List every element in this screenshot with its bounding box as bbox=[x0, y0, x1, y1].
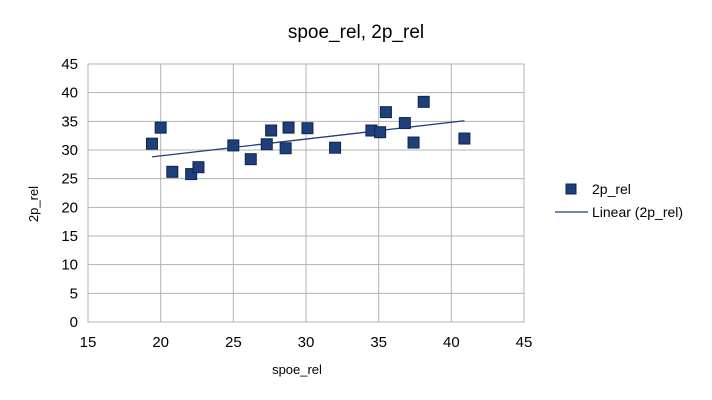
y-tick-label: 20 bbox=[61, 199, 78, 216]
trendline-group bbox=[151, 120, 465, 158]
x-tick-label: 35 bbox=[370, 334, 387, 351]
data-point bbox=[329, 141, 342, 154]
y-tick-label: 25 bbox=[61, 171, 78, 188]
data-point bbox=[192, 161, 205, 174]
legend-label-trendline: Linear (2p_rel) bbox=[592, 204, 683, 220]
data-point bbox=[185, 168, 198, 181]
data-point bbox=[166, 165, 179, 178]
data-point bbox=[301, 122, 314, 135]
data-points bbox=[145, 95, 471, 181]
y-axis-title: 2p_rel bbox=[26, 186, 41, 222]
data-point bbox=[279, 142, 292, 155]
data-point bbox=[282, 121, 295, 134]
data-point bbox=[227, 139, 240, 152]
y-tick-label: 40 bbox=[61, 85, 78, 102]
grid bbox=[87, 63, 525, 323]
data-point bbox=[265, 124, 278, 137]
x-tick-label: 25 bbox=[225, 334, 242, 351]
y-tick-label: 10 bbox=[61, 257, 78, 274]
data-point bbox=[244, 153, 257, 166]
data-point bbox=[398, 117, 411, 130]
data-point bbox=[458, 132, 471, 145]
x-tick-label: 20 bbox=[152, 334, 169, 351]
plot-area-border bbox=[87, 63, 525, 323]
y-tick-label: 5 bbox=[70, 285, 78, 302]
data-point bbox=[374, 126, 387, 139]
data-point bbox=[260, 138, 273, 151]
x-tick-label: 30 bbox=[298, 334, 315, 351]
chart-title: spoe_rel, 2p_rel bbox=[288, 22, 424, 43]
y-tick-label: 0 bbox=[70, 314, 78, 331]
y-tick-label: 30 bbox=[61, 142, 78, 159]
data-point bbox=[407, 136, 420, 149]
data-point bbox=[379, 106, 392, 119]
tick-labels: 0 5 10 15 20 25 30 35 40 45 15 20 25 30 35 40 45 bbox=[61, 56, 532, 351]
legend-marker-2p-rel bbox=[565, 183, 577, 195]
data-point bbox=[145, 137, 158, 150]
legend: 2p_rel Linear (2p_rel) bbox=[555, 181, 683, 220]
trendline bbox=[151, 120, 465, 158]
x-axis-title: spoe_rel bbox=[272, 362, 322, 377]
y-tick-label: 45 bbox=[61, 56, 78, 73]
data-point bbox=[417, 95, 430, 108]
y-tick-label: 15 bbox=[61, 228, 78, 245]
x-tick-label: 40 bbox=[443, 334, 460, 351]
data-point bbox=[154, 121, 167, 134]
legend-label-series: 2p_rel bbox=[592, 181, 631, 197]
x-tick-label: 45 bbox=[516, 334, 533, 351]
x-tick-label: 15 bbox=[80, 334, 97, 351]
y-tick-label: 35 bbox=[61, 113, 78, 130]
